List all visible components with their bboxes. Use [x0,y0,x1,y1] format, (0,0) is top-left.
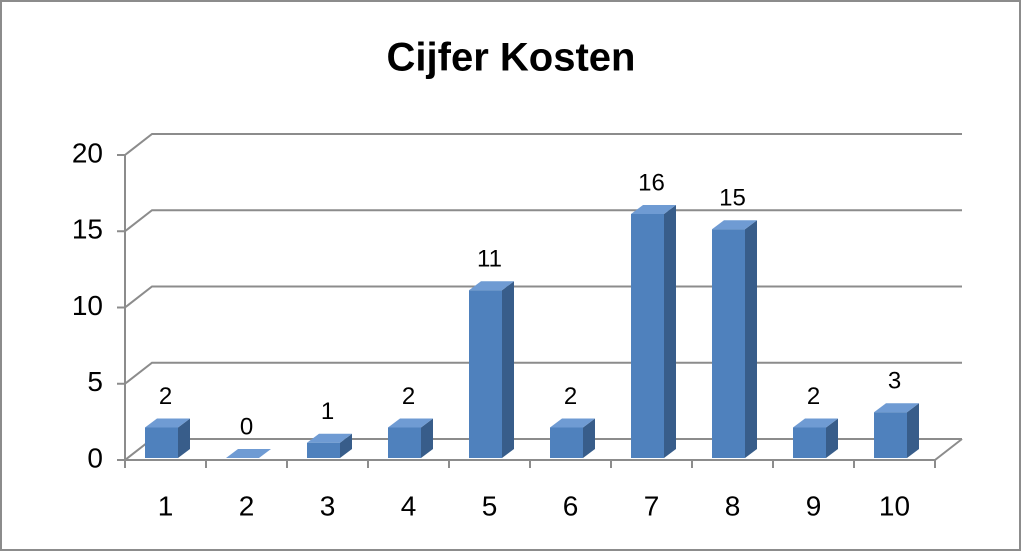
bar [469,290,502,458]
bar-top [226,449,271,458]
bar-side [178,418,190,458]
bar-side [583,418,595,458]
bar-top [712,220,757,230]
bar [874,412,907,458]
data-label: 2 [402,383,415,410]
x-tick-label: 9 [806,490,822,521]
x-tick-label: 6 [563,490,579,521]
data-label: 2 [807,383,820,410]
x-tick-label: 3 [320,490,336,521]
data-label: 11 [477,246,502,273]
bar-top [793,418,838,428]
bar [145,427,178,458]
bar-top [874,403,919,413]
grid-line [124,209,962,233]
bar-top [145,418,190,428]
grid-line [124,133,962,156]
y-tick-label: 10 [72,290,103,321]
bar [388,427,421,458]
bar-side [421,418,433,458]
bar [712,229,745,458]
data-label: 16 [638,169,665,196]
chart-title: Cijfer Kosten [387,36,636,80]
x-tick-label: 4 [401,490,417,521]
data-label: 2 [159,383,172,410]
grid-line [124,361,962,385]
data-label: 1 [321,398,334,425]
data-label: 2 [564,383,577,410]
y-tick-label: 20 [72,137,103,168]
bar-top [307,433,352,443]
bar-top [388,418,433,428]
bar-top [631,205,676,214]
bar-side [907,403,919,458]
x-tick-label: 1 [158,490,174,521]
x-tick-label: 8 [725,490,741,521]
bar-side [664,205,676,458]
bar-top [469,281,514,291]
bar-top [550,418,595,428]
bar [793,427,826,458]
y-tick-label: 5 [87,366,103,397]
bar-side [745,220,757,458]
grid-line [124,285,962,309]
bar-side [826,418,838,458]
x-tick-label: 2 [239,490,255,521]
y-tick-label: 15 [72,214,103,245]
x-tick-label: 10 [879,490,910,521]
x-tick-label: 7 [644,490,660,521]
bar [307,442,340,458]
floor-edge [934,438,963,461]
bar [550,427,583,458]
y-tick-label: 0 [87,442,103,473]
data-label: 3 [888,368,901,395]
bar-side [502,281,514,458]
bar [631,214,664,458]
data-label: 15 [719,185,746,212]
data-label: 0 [240,413,253,440]
bar-side [340,433,352,458]
x-tick-label: 5 [482,490,498,521]
